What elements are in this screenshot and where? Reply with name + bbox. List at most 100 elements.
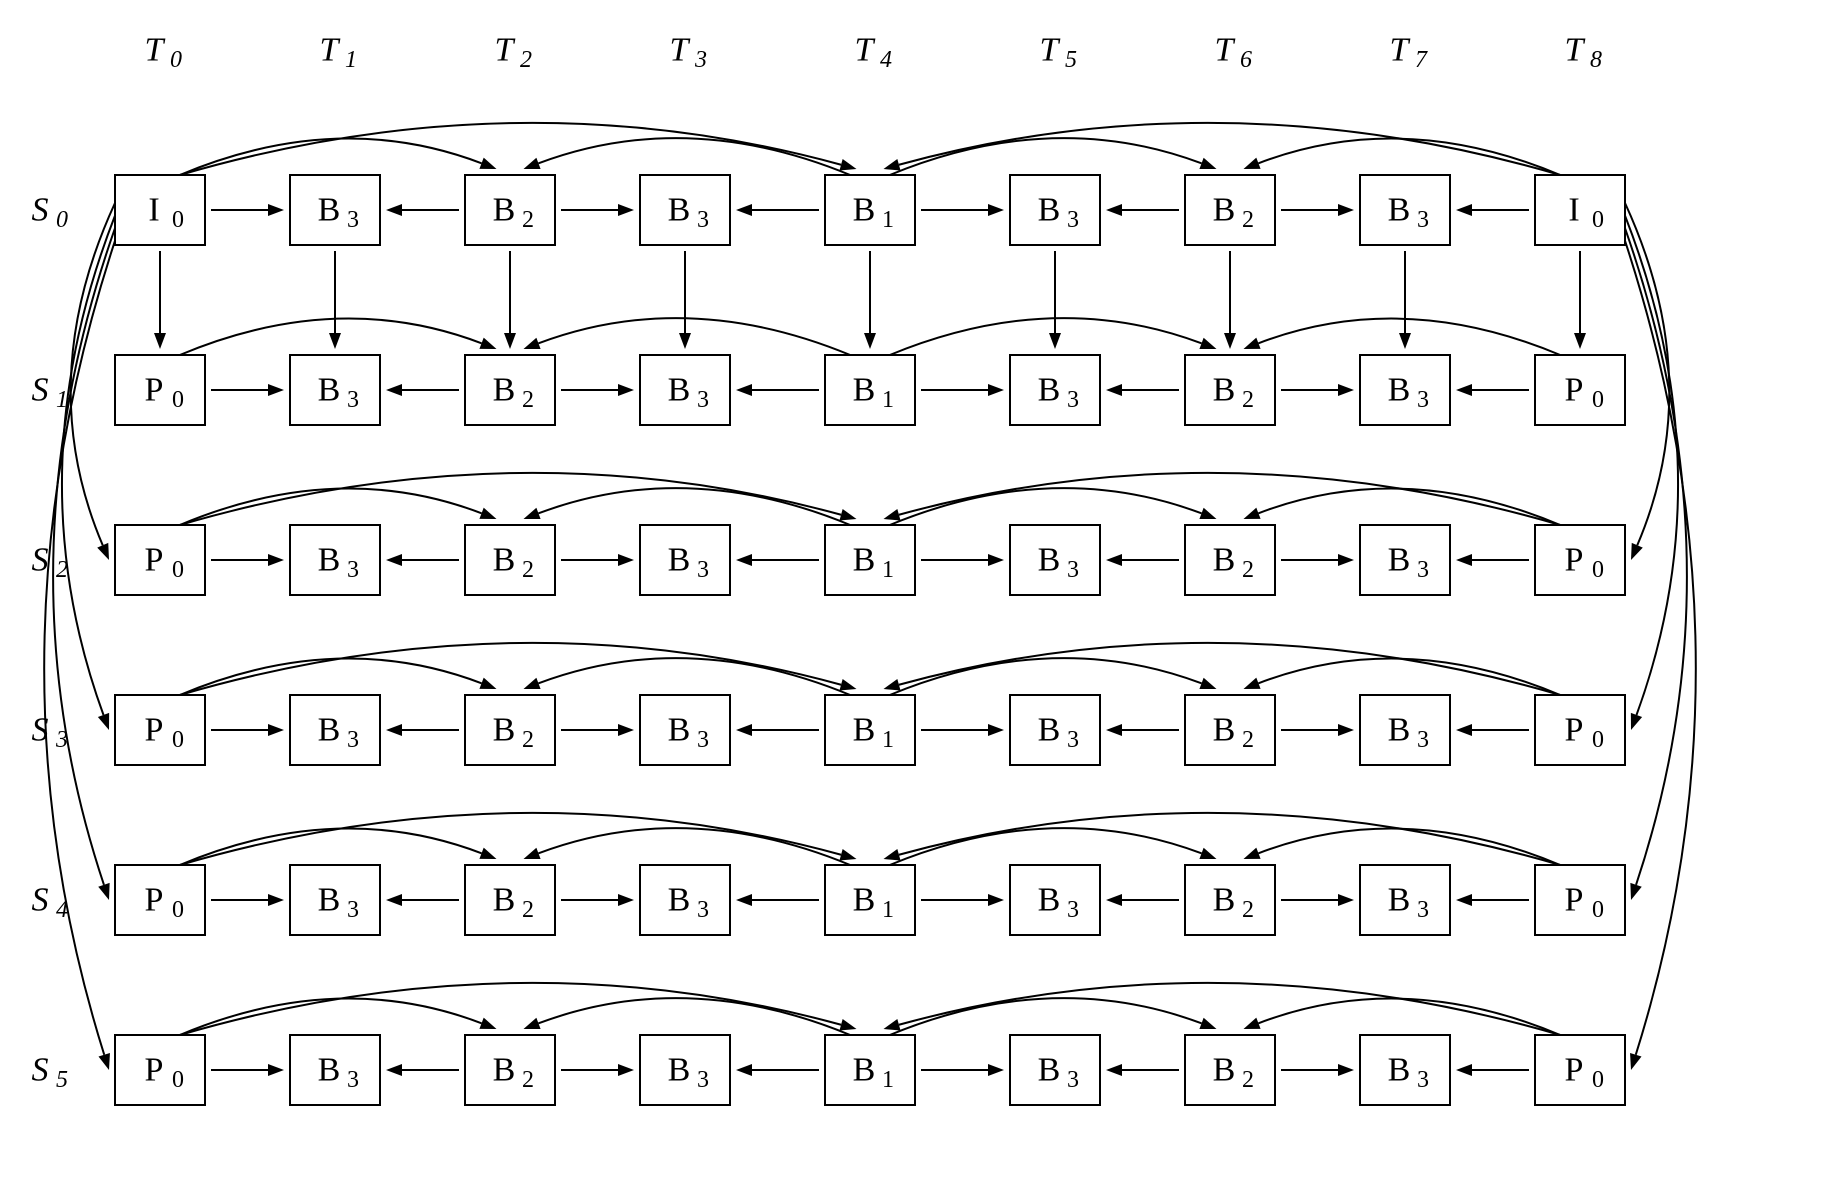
frame-type-letter: B <box>318 542 341 579</box>
arrow-head <box>618 1064 634 1076</box>
frame-type-letter: B <box>853 1052 876 1089</box>
frame-type-letter: B <box>318 882 341 919</box>
arc-edge <box>1258 139 1560 175</box>
frame-type-subscript: 2 <box>522 727 534 753</box>
frame-type-letter: I <box>148 192 159 229</box>
frame-type-letter: P <box>145 712 164 749</box>
frame-type-subscript: 2 <box>522 207 534 233</box>
arrow-head <box>1338 894 1354 906</box>
arc-edge <box>899 473 1560 525</box>
frame-type-subscript: 0 <box>172 387 184 413</box>
frame-type-letter: B <box>853 192 876 229</box>
row-label-main: S <box>32 1052 49 1089</box>
column-label-sub: 2 <box>520 47 532 73</box>
frame-type-subscript: 0 <box>1592 1067 1604 1093</box>
arrow-head <box>1456 1064 1472 1076</box>
arc-edge <box>180 123 841 175</box>
frame-type-subscript: 0 <box>172 727 184 753</box>
arrow-head <box>479 678 496 689</box>
arrow-head <box>1199 678 1216 689</box>
frame-type-letter: B <box>668 372 691 409</box>
frame-type-subscript: 3 <box>1067 557 1079 583</box>
frame-type-letter: B <box>668 192 691 229</box>
frame-type-letter: B <box>853 882 876 919</box>
frame-type-letter: B <box>1388 1052 1411 1089</box>
arrow-head <box>736 1064 752 1076</box>
frame-type-letter: B <box>1213 882 1236 919</box>
row-label-sub: 1 <box>56 387 68 413</box>
arrow-head <box>736 724 752 736</box>
frame-type-subscript: 3 <box>1067 387 1079 413</box>
arrow-head <box>98 713 109 730</box>
frame-type-subscript: 3 <box>1417 1067 1429 1093</box>
frame-type-letter: B <box>493 192 516 229</box>
arrow-head <box>1338 554 1354 566</box>
arc-edge <box>180 643 841 695</box>
frame-type-subscript: 1 <box>882 557 894 583</box>
arrow-head <box>1630 883 1641 900</box>
arrow-head <box>479 158 496 169</box>
frame-type-letter: B <box>668 712 691 749</box>
arc-edge <box>899 983 1560 1035</box>
arrow-head <box>839 159 856 171</box>
column-label-sub: 6 <box>1240 47 1252 73</box>
column-label-sub: 7 <box>1415 47 1428 73</box>
arrow-head <box>1106 894 1122 906</box>
frame-type-subscript: 3 <box>697 1067 709 1093</box>
arc-edge <box>538 998 850 1035</box>
arc-edge <box>180 139 482 175</box>
row-label-sub: 5 <box>56 1067 68 1093</box>
prediction-structure-diagram: I0B3B2B3B1B3B2B3I0P0B3B2B3B1B3B2B3P0P0B3… <box>0 0 1839 1198</box>
frame-type-letter: P <box>1565 1052 1584 1089</box>
arrow-head <box>1244 158 1261 169</box>
frame-type-letter: B <box>1388 372 1411 409</box>
arrow-head <box>479 508 496 519</box>
frame-type-subscript: 2 <box>522 897 534 923</box>
column-label-main: T <box>145 32 166 69</box>
arrow-head <box>988 384 1004 396</box>
arrow-head <box>988 1064 1004 1076</box>
frame-node <box>1535 175 1625 245</box>
arrow-head <box>1244 1018 1261 1029</box>
arc-edge <box>1258 659 1560 695</box>
arrow-head <box>1244 678 1261 689</box>
frame-type-letter: P <box>1565 542 1584 579</box>
arrow-head <box>524 508 541 519</box>
frame-type-letter: B <box>493 882 516 919</box>
arrow-head <box>884 1019 901 1031</box>
frame-type-letter: B <box>1213 192 1236 229</box>
frame-type-subscript: 3 <box>697 897 709 923</box>
arrow-head <box>618 204 634 216</box>
frame-type-subscript: 3 <box>347 727 359 753</box>
column-label-main: T <box>670 32 691 69</box>
column-label-sub: 8 <box>1590 47 1602 73</box>
arrow-head <box>1106 724 1122 736</box>
arrow-head <box>736 384 752 396</box>
frame-type-subscript: 3 <box>1067 727 1079 753</box>
frame-type-subscript: 2 <box>1242 727 1254 753</box>
frame-type-letter: B <box>853 372 876 409</box>
column-label-sub: 0 <box>170 47 182 73</box>
arrow-head <box>329 333 341 349</box>
arrow-head <box>524 1018 541 1029</box>
arc-edge <box>538 658 850 695</box>
arrow-head <box>1631 713 1642 730</box>
arc-edge <box>180 999 482 1035</box>
column-label-main: T <box>1040 32 1061 69</box>
frame-type-letter: B <box>493 1052 516 1089</box>
arrow-head <box>1399 333 1411 349</box>
diag-edge <box>62 216 115 715</box>
frame-type-letter: B <box>853 712 876 749</box>
frame-type-letter: B <box>493 712 516 749</box>
arrow-head <box>864 333 876 349</box>
frame-type-letter: B <box>1213 1052 1236 1089</box>
column-label-main: T <box>1215 32 1236 69</box>
frame-type-letter: B <box>668 542 691 579</box>
frame-type-letter: B <box>1038 372 1061 409</box>
column-label-main: T <box>1565 32 1586 69</box>
row-label-sub: 3 <box>55 727 68 753</box>
arrow-head <box>98 883 109 900</box>
arrow-head <box>618 894 634 906</box>
frame-type-subscript: 2 <box>1242 897 1254 923</box>
frame-type-subscript: 0 <box>1592 897 1604 923</box>
